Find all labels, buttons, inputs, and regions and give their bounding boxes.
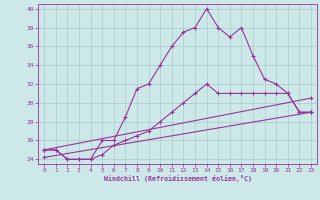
X-axis label: Windchill (Refroidissement éolien,°C): Windchill (Refroidissement éolien,°C) (104, 175, 252, 182)
